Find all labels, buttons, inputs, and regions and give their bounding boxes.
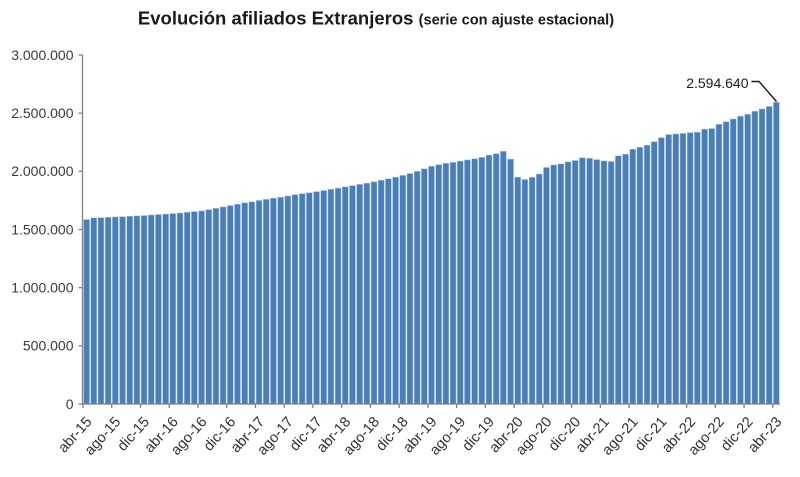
svg-text:Evolución afiliados Extranjero: Evolución afiliados Extranjeros (serie c… (138, 8, 614, 29)
svg-text:2.500.000: 2.500.000 (11, 105, 73, 121)
svg-text:2.594.640: 2.594.640 (686, 75, 748, 91)
svg-text:500.000: 500.000 (23, 338, 74, 354)
svg-text:2.000.000: 2.000.000 (11, 163, 73, 179)
svg-text:0: 0 (66, 396, 74, 412)
svg-text:1.000.000: 1.000.000 (11, 279, 73, 295)
svg-text:1.500.000: 1.500.000 (11, 221, 73, 237)
svg-text:3.000.000: 3.000.000 (11, 47, 73, 63)
